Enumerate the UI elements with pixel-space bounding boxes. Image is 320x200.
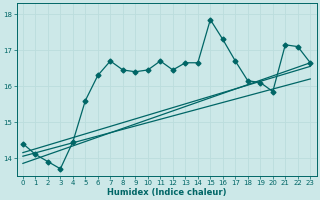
X-axis label: Humidex (Indice chaleur): Humidex (Indice chaleur) [107,188,226,197]
